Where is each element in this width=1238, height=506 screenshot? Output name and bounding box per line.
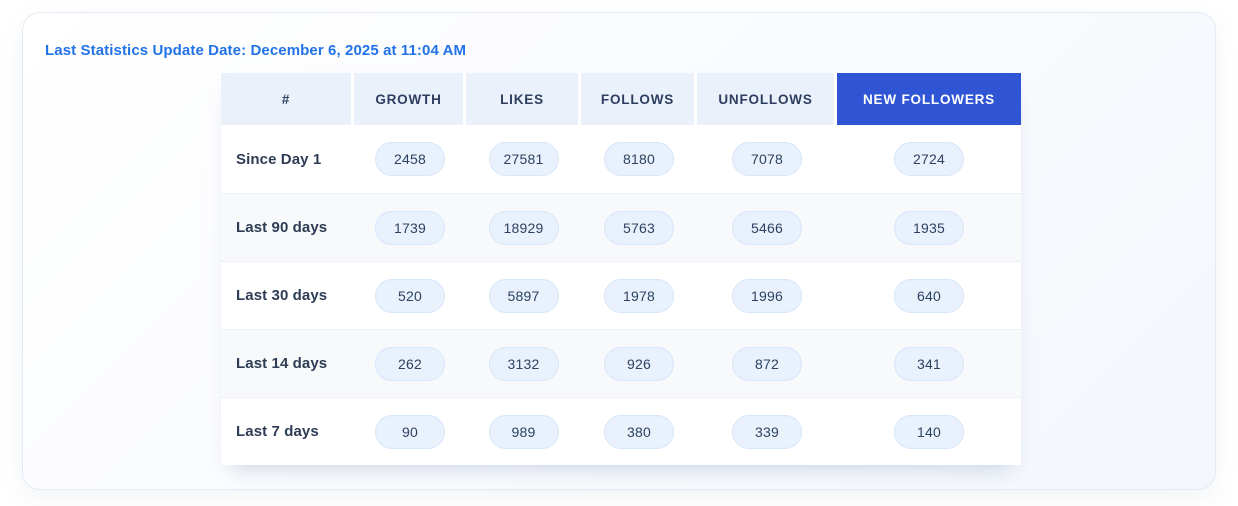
- stat-cell: 1935: [837, 210, 1021, 245]
- stat-value-pill: 5897: [488, 278, 559, 313]
- stats-card: Last Statistics Update Date: December 6,…: [22, 12, 1216, 490]
- stat-value-pill: 262: [375, 346, 445, 381]
- stat-cell: 989: [466, 414, 581, 449]
- stat-cell: 5763: [581, 210, 697, 245]
- table-header-row: # GROWTH LIKES FOLLOWS UNFOLLOWS NEW FOL…: [221, 73, 1021, 125]
- column-header-new-followers-selected[interactable]: NEW FOLLOWERS: [837, 73, 1021, 125]
- stat-cell: 640: [837, 278, 1021, 313]
- column-header-growth[interactable]: GROWTH: [354, 73, 463, 125]
- stat-cell: 8180: [581, 142, 697, 176]
- last-update-label: Last Statistics Update Date: December 6,…: [45, 42, 467, 59]
- stat-value-pill: 640: [894, 278, 964, 313]
- stat-value-pill: 2458: [375, 142, 445, 176]
- table-row: Last 7 days 90 989 380 339 140: [221, 397, 1021, 465]
- stat-value-pill: 8180: [604, 142, 674, 176]
- column-header-follows[interactable]: FOLLOWS: [581, 73, 694, 125]
- stat-cell: 1739: [354, 210, 466, 245]
- stat-cell: 872: [697, 346, 837, 381]
- stat-value-pill: 5466: [732, 210, 802, 245]
- stat-cell: 140: [837, 414, 1021, 449]
- stat-value-pill: 1935: [894, 210, 964, 245]
- stat-cell: 18929: [466, 210, 581, 245]
- column-header-likes[interactable]: LIKES: [466, 73, 578, 125]
- stat-cell: 926: [581, 346, 697, 381]
- stat-value-pill: 1978: [604, 278, 674, 313]
- row-period-label: Last 90 days: [236, 219, 328, 236]
- table-row: Since Day 1 2458 27581 8180 7078 2724: [221, 125, 1021, 193]
- stat-value-pill: 140: [894, 414, 964, 449]
- column-header-unfollows[interactable]: UNFOLLOWS: [697, 73, 834, 125]
- stat-value-pill: 341: [894, 346, 964, 381]
- stat-cell: 1978: [581, 278, 697, 313]
- stat-value-pill: 1996: [732, 278, 802, 313]
- row-period-label: Last 7 days: [236, 423, 319, 440]
- row-period-label: Last 30 days: [236, 287, 328, 304]
- stat-value-pill: 1739: [375, 210, 445, 245]
- stat-value-pill: 90: [375, 414, 445, 449]
- table-body: Since Day 1 2458 27581 8180 7078 2724 Last 90 …: [221, 125, 1021, 465]
- stat-value-pill: 3132: [488, 346, 559, 381]
- stat-value-pill: 989: [488, 414, 559, 449]
- row-period-label: Since Day 1: [236, 150, 322, 168]
- stat-cell: 5897: [466, 278, 581, 313]
- stat-cell: 262: [354, 346, 466, 381]
- stat-cell: 90: [354, 414, 466, 449]
- stat-value-pill: 339: [732, 414, 802, 449]
- stat-cell: 380: [581, 414, 697, 449]
- stat-value-pill: 5763: [604, 210, 674, 245]
- table-row: Last 14 days 262 3132 926 872 341: [221, 329, 1021, 397]
- stat-cell: 2724: [837, 142, 1021, 176]
- stat-cell: 339: [697, 414, 837, 449]
- stat-cell: 341: [837, 346, 1021, 381]
- stats-table: # GROWTH LIKES FOLLOWS UNFOLLOWS NEW FOL…: [221, 73, 1021, 465]
- stat-cell: 2458: [354, 142, 466, 176]
- stat-cell: 27581: [466, 142, 581, 176]
- table-row: Last 90 days 1739 18929 5763 5466 1935: [221, 193, 1021, 261]
- table-row: Last 30 days 520 5897 1978 1996 640: [221, 261, 1021, 329]
- stat-cell: 3132: [466, 346, 581, 381]
- stat-cell: 5466: [697, 210, 837, 245]
- row-period-label: Last 14 days: [236, 355, 328, 372]
- stat-cell: 520: [354, 278, 466, 313]
- stat-cell: 7078: [697, 142, 837, 176]
- stat-cell: 1996: [697, 278, 837, 313]
- stat-value-pill: 7078: [732, 142, 802, 176]
- stat-value-pill: 18929: [488, 210, 559, 245]
- stat-value-pill: 2724: [894, 142, 964, 176]
- stat-value-pill: 872: [732, 346, 802, 381]
- stat-value-pill: 520: [375, 278, 445, 313]
- stat-value-pill: 380: [604, 414, 674, 449]
- stat-value-pill: 926: [604, 346, 674, 381]
- column-header-index[interactable]: #: [221, 73, 351, 125]
- stat-value-pill: 27581: [488, 142, 559, 176]
